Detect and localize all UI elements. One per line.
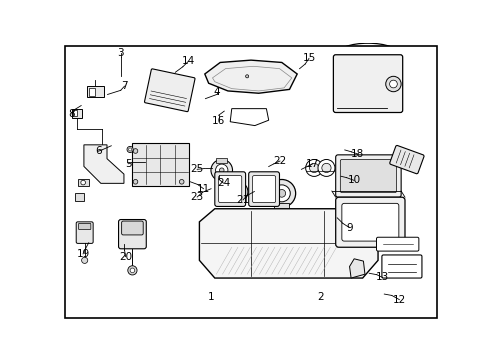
Circle shape — [81, 180, 85, 185]
Circle shape — [321, 163, 330, 172]
Text: 4: 4 — [213, 87, 220, 97]
Text: 6: 6 — [95, 146, 101, 156]
Text: 7: 7 — [121, 81, 127, 91]
Text: 10: 10 — [347, 175, 360, 185]
Bar — [87, 86, 104, 97]
Text: 19: 19 — [76, 249, 89, 259]
Circle shape — [219, 168, 224, 172]
Polygon shape — [230, 109, 268, 126]
Polygon shape — [204, 60, 297, 93]
Text: 21: 21 — [236, 195, 249, 205]
Circle shape — [133, 149, 138, 153]
Bar — [274, 203, 289, 213]
Text: 15: 15 — [302, 53, 315, 63]
Text: 20: 20 — [119, 252, 132, 262]
Bar — [73, 110, 77, 116]
Bar — [75, 193, 84, 201]
FancyBboxPatch shape — [381, 255, 421, 278]
Circle shape — [267, 180, 295, 207]
FancyBboxPatch shape — [79, 223, 91, 230]
Circle shape — [127, 147, 133, 153]
FancyBboxPatch shape — [335, 155, 400, 197]
Text: 18: 18 — [350, 149, 364, 159]
Text: 14: 14 — [182, 56, 195, 66]
Circle shape — [133, 180, 138, 184]
Text: 17: 17 — [305, 159, 319, 169]
FancyBboxPatch shape — [122, 221, 143, 235]
FancyBboxPatch shape — [144, 69, 195, 112]
Text: 24: 24 — [217, 178, 230, 188]
Circle shape — [227, 182, 247, 202]
Circle shape — [179, 180, 183, 184]
Text: 1: 1 — [207, 292, 214, 302]
FancyBboxPatch shape — [376, 237, 418, 251]
Circle shape — [277, 189, 285, 197]
FancyBboxPatch shape — [340, 159, 396, 193]
FancyBboxPatch shape — [76, 222, 93, 243]
Circle shape — [317, 159, 334, 176]
Bar — [216, 158, 226, 163]
Text: 13: 13 — [375, 273, 388, 283]
Polygon shape — [349, 259, 364, 278]
Polygon shape — [199, 209, 377, 278]
Bar — [78, 179, 88, 186]
FancyBboxPatch shape — [252, 176, 275, 203]
Circle shape — [389, 80, 396, 88]
Text: 12: 12 — [392, 294, 405, 305]
Circle shape — [128, 148, 131, 151]
Text: 16: 16 — [212, 116, 225, 126]
Circle shape — [305, 159, 322, 176]
Text: 22: 22 — [273, 156, 286, 166]
FancyBboxPatch shape — [335, 197, 404, 247]
Text: 8: 8 — [68, 109, 75, 119]
Circle shape — [127, 266, 137, 275]
Text: 9: 9 — [345, 222, 352, 233]
Circle shape — [130, 268, 135, 273]
Bar — [68, 59, 202, 253]
Circle shape — [273, 185, 290, 202]
Circle shape — [245, 75, 248, 78]
FancyBboxPatch shape — [214, 172, 245, 206]
Text: 11: 11 — [197, 184, 210, 194]
Circle shape — [232, 186, 243, 197]
FancyBboxPatch shape — [341, 203, 398, 241]
Circle shape — [385, 76, 400, 92]
Bar — [88, 88, 95, 95]
Text: 23: 23 — [190, 192, 203, 202]
Text: 2: 2 — [316, 292, 323, 302]
Circle shape — [210, 159, 232, 181]
Circle shape — [309, 163, 318, 172]
FancyBboxPatch shape — [358, 157, 380, 174]
FancyBboxPatch shape — [389, 145, 423, 174]
Text: 3: 3 — [117, 48, 124, 58]
Bar — [233, 180, 242, 185]
Polygon shape — [84, 145, 123, 183]
Circle shape — [81, 257, 87, 264]
Bar — [71, 109, 82, 118]
FancyBboxPatch shape — [333, 55, 402, 112]
FancyBboxPatch shape — [218, 176, 241, 203]
Text: 5: 5 — [124, 159, 131, 169]
FancyBboxPatch shape — [118, 220, 146, 249]
Text: 25: 25 — [190, 164, 203, 174]
Circle shape — [215, 164, 227, 176]
Circle shape — [235, 189, 240, 194]
Bar — [131, 143, 189, 186]
FancyBboxPatch shape — [248, 172, 279, 206]
